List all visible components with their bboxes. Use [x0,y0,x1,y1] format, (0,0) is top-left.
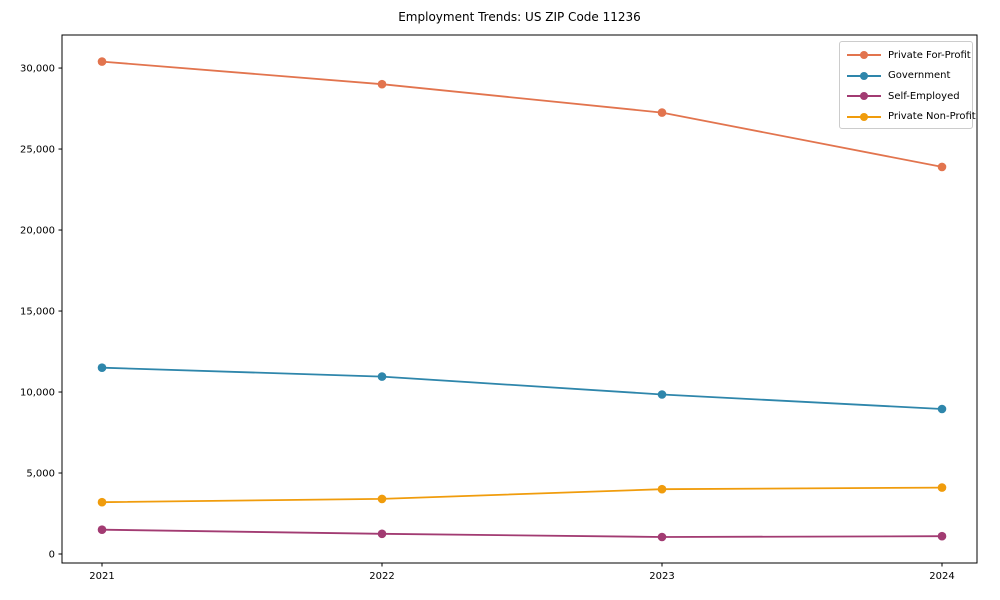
data-point-marker [377,494,387,504]
legend-line-marker-icon [847,50,881,60]
legend-item: Private For-Profit [847,45,972,66]
legend-line-marker-icon [847,91,881,101]
y-tick-label: 0 [49,550,55,561]
data-point-marker [937,404,947,414]
x-tick-label: 2023 [649,571,674,582]
y-tick-label: 15,000 [20,307,55,318]
data-point-marker [97,525,107,534]
data-point-marker [937,162,947,172]
chart-title: Employment Trends: US ZIP Code 11236 [398,10,641,24]
y-tick-label: 25,000 [20,145,55,156]
data-point-marker [377,79,387,89]
series-line-private-non-profit [101,486,943,504]
data-point-marker [657,484,667,494]
legend-label: Self-Employed [888,90,960,102]
data-point-marker [657,532,667,542]
legend-item: Private Non-Profit [847,107,976,128]
legend-label: Private For-Profit [888,49,971,61]
data-point-marker [97,363,107,373]
data-point-marker [657,390,667,399]
series-line-government [101,366,943,410]
x-tick-label: 2022 [369,571,394,582]
y-tick-label: 10,000 [20,388,55,399]
legend: Private For-Profit Government Self-Emplo… [839,41,976,129]
data-point-marker [97,497,107,507]
data-point-marker [377,529,387,539]
legend-label: Private Non-Profit [888,111,976,123]
y-tick-label: 5,000 [26,469,55,480]
data-point-marker [657,108,667,117]
legend-line-marker-icon [847,112,881,122]
y-tick-label: 30,000 [20,64,55,75]
series-line-self-employed [101,528,943,538]
legend-item: Self-Employed [847,86,972,107]
y-tick-label: 20,000 [20,226,55,237]
legend-item: Government [847,66,972,87]
x-tick-label: 2024 [929,571,954,582]
legend-line-marker-icon [847,71,881,81]
data-point-marker [937,483,947,492]
data-point-marker [937,531,947,541]
plot-border [61,34,978,564]
x-tick-label: 2021 [89,571,114,582]
series-line-private-for-profit [101,60,943,168]
legend-label: Government [888,70,951,82]
data-point-marker [377,372,387,381]
data-point-marker [97,57,107,66]
